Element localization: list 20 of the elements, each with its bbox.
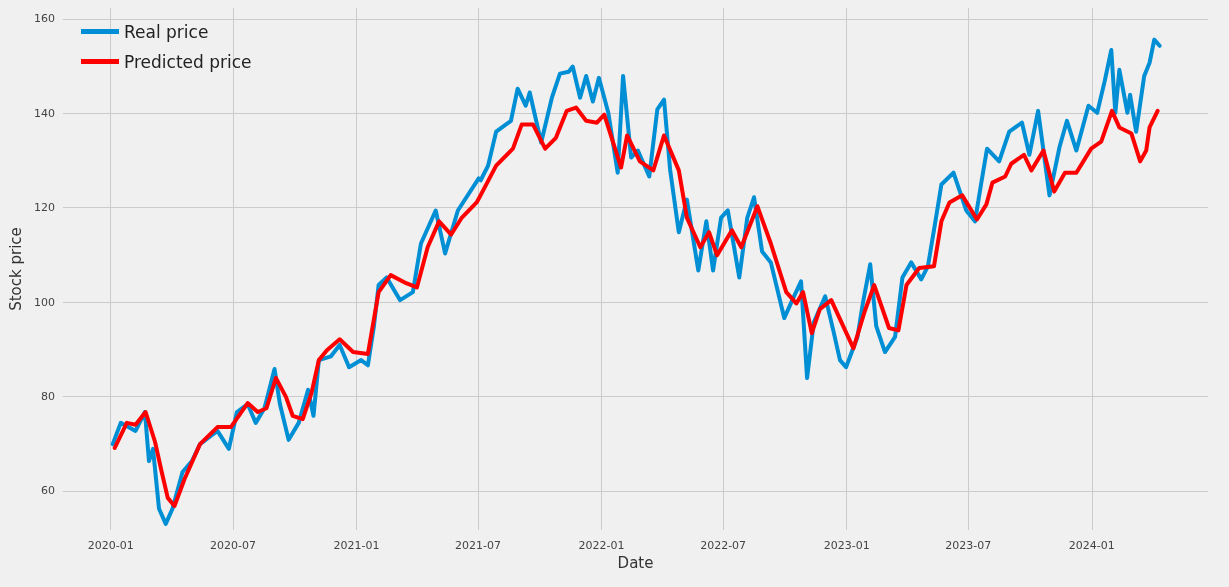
x-tick-label: 2024-01 (1068, 539, 1115, 552)
x-tick-label: 2022-07 (700, 539, 747, 552)
x-tick-label: 2020-01 (87, 539, 134, 552)
line-series (112, 105, 1160, 508)
x-tick-label: 2021-07 (455, 539, 501, 552)
x-axis-title: Date (617, 554, 654, 573)
y-tick-label: 100 (34, 295, 55, 309)
y-tick-label: 60 (41, 484, 55, 498)
legend-label: Real price (124, 21, 209, 42)
x-tick-label: 2023-07 (945, 539, 992, 552)
x-tick-label: 2021-01 (333, 539, 380, 552)
y-tick-label: 140 (34, 106, 55, 120)
x-tick-label: 2023-01 (823, 539, 870, 552)
x-tick-label: 2020-07 (209, 539, 256, 552)
y-axis-title: Stock price (6, 227, 25, 311)
y-tick-label: 80 (41, 389, 55, 403)
y-tick-label: 160 (34, 12, 55, 26)
y-tick-label: 120 (34, 201, 55, 215)
legend-label: Predicted price (124, 51, 252, 72)
x-tick-label: 2022-01 (578, 539, 625, 552)
